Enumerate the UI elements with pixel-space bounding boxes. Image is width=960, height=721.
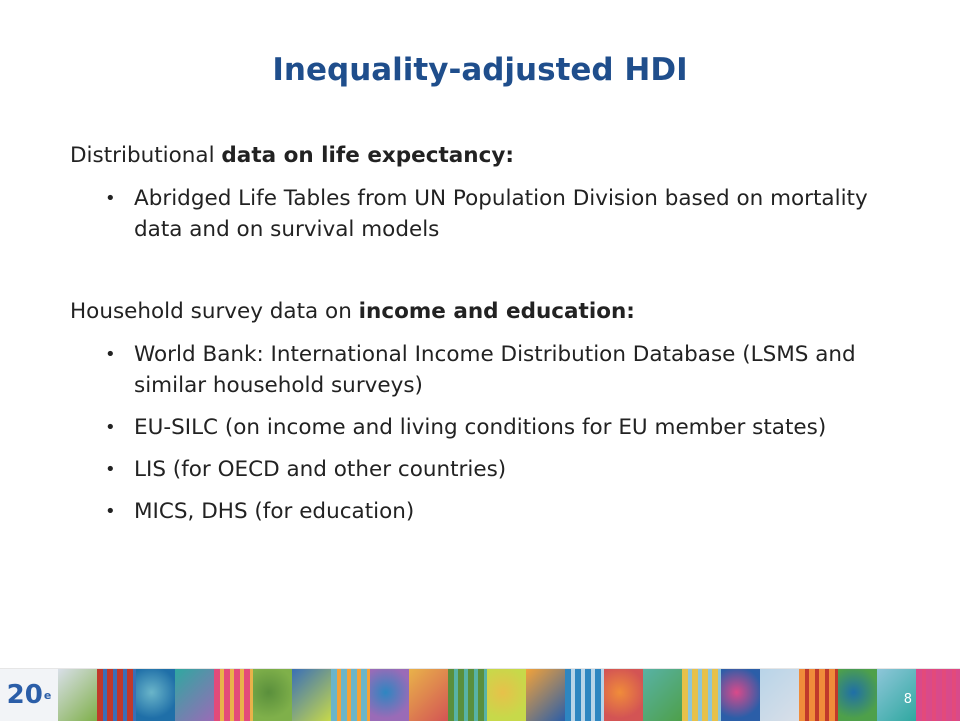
footer-image-strip: 20 e <box>0 668 960 721</box>
footer-image-tile <box>370 669 409 721</box>
list-item: • LIS (for OECD and other countries) <box>70 454 920 485</box>
life-expectancy-bullet-list: • Abridged Life Tables from UN Populatio… <box>70 183 920 245</box>
footer-image-tile <box>760 669 799 721</box>
page-number: 8 <box>903 692 912 707</box>
slide-body: Distributional data on life expectancy: … <box>70 140 920 538</box>
income-education-bullet-list: • World Bank: International Income Distr… <box>70 339 920 527</box>
bullet-text: EU-SILC (on income and living conditions… <box>134 415 827 440</box>
slide-title: Inequality-adjusted HDI <box>272 52 688 88</box>
logo-number: 20 <box>6 680 43 710</box>
section-bold-text: income and education: <box>358 299 635 324</box>
list-item: • MICS, DHS (for education) <box>70 496 920 527</box>
list-item: • Abridged Life Tables from UN Populatio… <box>70 183 920 245</box>
logo-suffix: e <box>43 688 52 702</box>
bullet-icon: • <box>105 417 116 438</box>
bullet-text: World Bank: International Income Distrib… <box>134 342 856 398</box>
footer-image-tile <box>331 669 370 721</box>
anniversary-logo: 20 e <box>0 669 58 721</box>
footer-image-tile <box>97 669 136 721</box>
bullet-icon: • <box>105 344 116 365</box>
footer-image-tile <box>487 669 526 721</box>
footer-image-tile <box>526 669 565 721</box>
footer-image-tile <box>253 669 292 721</box>
section-income-education-heading: Household survey data on income and educ… <box>70 296 920 327</box>
footer-image-tile <box>682 669 721 721</box>
section-bold-text: data on life expectancy: <box>221 143 514 168</box>
bullet-text: Abridged Life Tables from UN Population … <box>134 186 868 242</box>
footer-image-tile <box>58 669 97 721</box>
footer-image-tile <box>838 669 877 721</box>
bullet-text: MICS, DHS (for education) <box>134 499 415 524</box>
section-lead-text: Distributional <box>70 143 222 168</box>
section-lead-text: Household survey data on <box>70 299 359 324</box>
footer-image-tile <box>448 669 487 721</box>
footer-image-tile <box>292 669 331 721</box>
footer-image-tile <box>643 669 682 721</box>
footer-image-tile <box>175 669 214 721</box>
footer-image-tile <box>214 669 253 721</box>
footer-image-tile <box>721 669 760 721</box>
list-item: • World Bank: International Income Distr… <box>70 339 920 401</box>
list-item: • EU-SILC (on income and living conditio… <box>70 412 920 443</box>
footer-image-tile <box>136 669 175 721</box>
footer-image-tile <box>799 669 838 721</box>
bullet-icon: • <box>105 501 116 522</box>
bullet-icon: • <box>105 459 116 480</box>
section-life-expectancy-heading: Distributional data on life expectancy: <box>70 140 920 171</box>
footer-image-tile <box>565 669 604 721</box>
section-spacer <box>70 256 920 296</box>
footer-image-tile <box>877 669 916 721</box>
bullet-icon: • <box>105 188 116 209</box>
footer-image-tile <box>916 669 960 721</box>
footer-image-tile <box>409 669 448 721</box>
bullet-text: LIS (for OECD and other countries) <box>134 457 507 482</box>
footer-image-tile <box>604 669 643 721</box>
